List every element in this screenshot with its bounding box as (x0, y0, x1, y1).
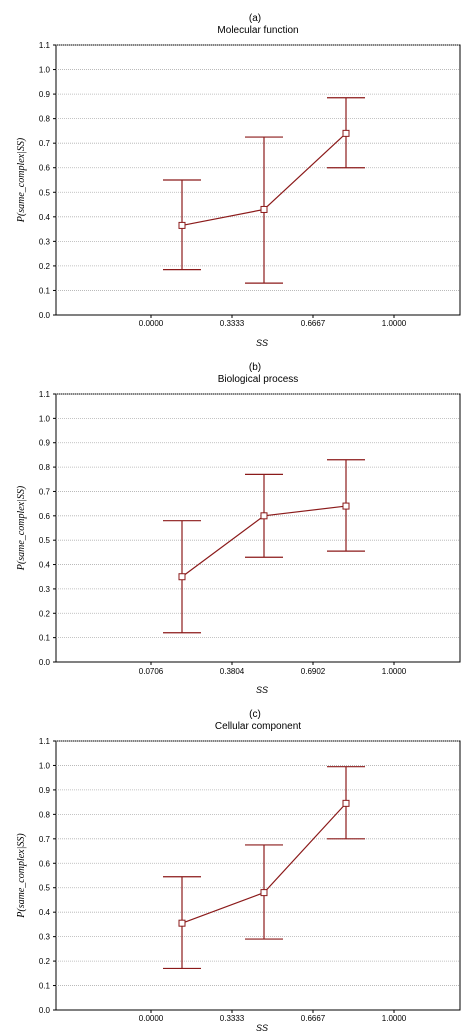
data-point (342, 799, 350, 807)
panel-label: (c) (249, 709, 261, 720)
chart-panel: 0.0 0.1 0.2 0.3 0.4 0.5 0.6 0.7 0.8 0.9 1.0 1.1 0.00… (16, 709, 461, 1033)
y-tick-label: 0.4 (39, 213, 51, 222)
data-point (260, 512, 268, 520)
y-tick-label: 0.3 (39, 237, 51, 246)
panel-label: (b) (249, 362, 261, 373)
y-axis-label: P(same_complex|SS) (16, 137, 27, 223)
plot-frame (55, 393, 461, 663)
plot-frame (55, 44, 461, 316)
x-tick-label: 1.0000 (382, 667, 407, 676)
y-tick-label: 0.7 (39, 835, 51, 844)
y-tick-label: 0.8 (39, 463, 51, 472)
y-tick-label: 1.0 (39, 761, 51, 770)
y-tick-label: 0.8 (39, 115, 51, 124)
data-point (342, 129, 350, 137)
x-tick-label: 0.6902 (301, 667, 326, 676)
panel-label: (a) (249, 13, 261, 24)
y-tick-label: 0.3 (39, 585, 51, 594)
y-tick-label: 0.0 (39, 311, 51, 320)
y-tick-label: 0.1 (39, 982, 51, 991)
y-tick-label: 0.0 (39, 658, 51, 667)
y-tick-label: 0.2 (39, 609, 51, 618)
y-tick-label: 0.6 (39, 512, 51, 521)
y-tick-label: 1.1 (39, 737, 51, 746)
y-tick-label: 0.9 (39, 90, 51, 99)
y-tick-label: 0.2 (39, 262, 51, 271)
y-tick-label: 0.6 (39, 164, 51, 173)
y-tick-label: 0.7 (39, 139, 51, 148)
y-tick-label: 0.1 (39, 286, 51, 295)
y-axis-label: P(same_complex|SS) (16, 485, 27, 571)
y-tick-label: 0.1 (39, 634, 51, 643)
y-tick-label: 0.5 (39, 536, 51, 545)
chart-panel: 0.0 0.1 0.2 0.3 0.4 0.5 0.6 0.7 0.8 0.9 1.0 1.1 0.07… (16, 362, 461, 695)
x-axis-label: SS (256, 1023, 268, 1033)
y-tick-label: 0.5 (39, 188, 51, 197)
data-point (178, 573, 186, 581)
x-axis-label: SS (256, 338, 268, 348)
y-tick-label: 1.1 (39, 41, 51, 50)
x-tick-label: 0.0000 (139, 319, 164, 328)
y-tick-label: 0.4 (39, 561, 51, 570)
data-point (260, 889, 268, 897)
chart-panel: 0.0 0.1 0.2 0.3 0.4 0.5 0.6 0.7 0.8 0.9 1.0 1.1 0.00… (16, 13, 461, 348)
y-tick-label: 0.2 (39, 957, 51, 966)
x-tick-label: 0.0706 (139, 667, 164, 676)
y-tick-label: 1.0 (39, 66, 51, 75)
x-tick-label: 0.3804 (220, 667, 245, 676)
x-axis-label: SS (256, 685, 268, 695)
data-point (178, 221, 186, 229)
y-tick-label: 0.4 (39, 908, 51, 917)
x-tick-label: 0.6667 (301, 1014, 326, 1023)
y-tick-label: 0.8 (39, 810, 51, 819)
x-tick-label: 0.0000 (139, 1014, 164, 1023)
y-tick-label: 0.5 (39, 884, 51, 893)
y-tick-label: 0.0 (39, 1006, 51, 1015)
data-point (178, 919, 186, 927)
data-point (342, 502, 350, 510)
chart-title: Biological process (218, 374, 299, 385)
x-tick-label: 1.0000 (382, 1014, 407, 1023)
x-tick-label: 0.3333 (220, 319, 245, 328)
x-tick-label: 0.6667 (301, 319, 326, 328)
y-tick-label: 1.1 (39, 390, 51, 399)
data-point (260, 205, 268, 213)
chart-title: Cellular component (215, 721, 301, 732)
x-tick-label: 1.0000 (382, 319, 407, 328)
y-tick-label: 0.3 (39, 933, 51, 942)
y-tick-label: 0.7 (39, 487, 51, 496)
y-tick-label: 0.6 (39, 859, 51, 868)
y-tick-label: 0.9 (39, 786, 51, 795)
y-tick-label: 0.9 (39, 439, 51, 448)
plot-frame (55, 740, 461, 1011)
chart-title: Molecular function (217, 25, 298, 36)
x-tick-label: 0.3333 (220, 1014, 245, 1023)
y-axis-label: P(same_complex|SS) (16, 833, 27, 919)
y-tick-label: 1.0 (39, 414, 51, 423)
